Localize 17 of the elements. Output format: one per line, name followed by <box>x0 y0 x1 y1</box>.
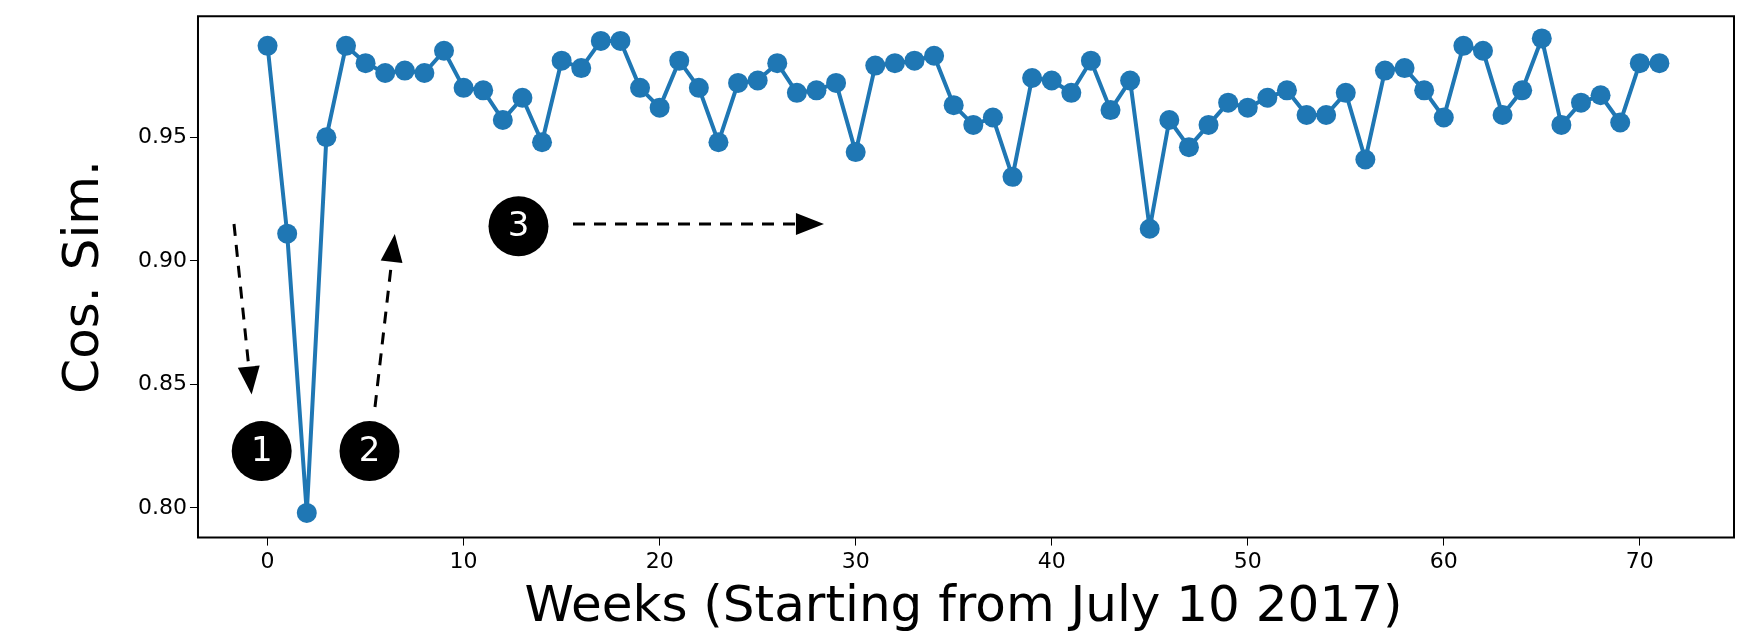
y-tick-label: 0.80 <box>138 493 187 519</box>
x-axis-title: Weeks (Starting from July 10 2017) <box>524 574 1403 633</box>
x-tick-label: 60 <box>1429 547 1458 573</box>
annotation: 2 <box>358 428 381 469</box>
y-tick-label: 0.95 <box>138 123 187 148</box>
y-tick-label: 0.85 <box>138 370 187 396</box>
x-tick-label: 50 <box>1233 547 1262 573</box>
x-tick-label: 20 <box>645 547 674 573</box>
x-tick-label: 0 <box>260 547 275 573</box>
annotation: 1 <box>250 428 273 469</box>
y-axis-title: Cos. Sim. <box>51 160 110 394</box>
annotation: 3 <box>507 204 530 245</box>
x-tick-label: 10 <box>449 547 478 573</box>
x-tick-label: 30 <box>841 547 870 573</box>
x-tick-label: 70 <box>1625 547 1654 573</box>
x-tick-label: 40 <box>1037 547 1066 573</box>
y-tick-label: 0.90 <box>138 246 187 272</box>
